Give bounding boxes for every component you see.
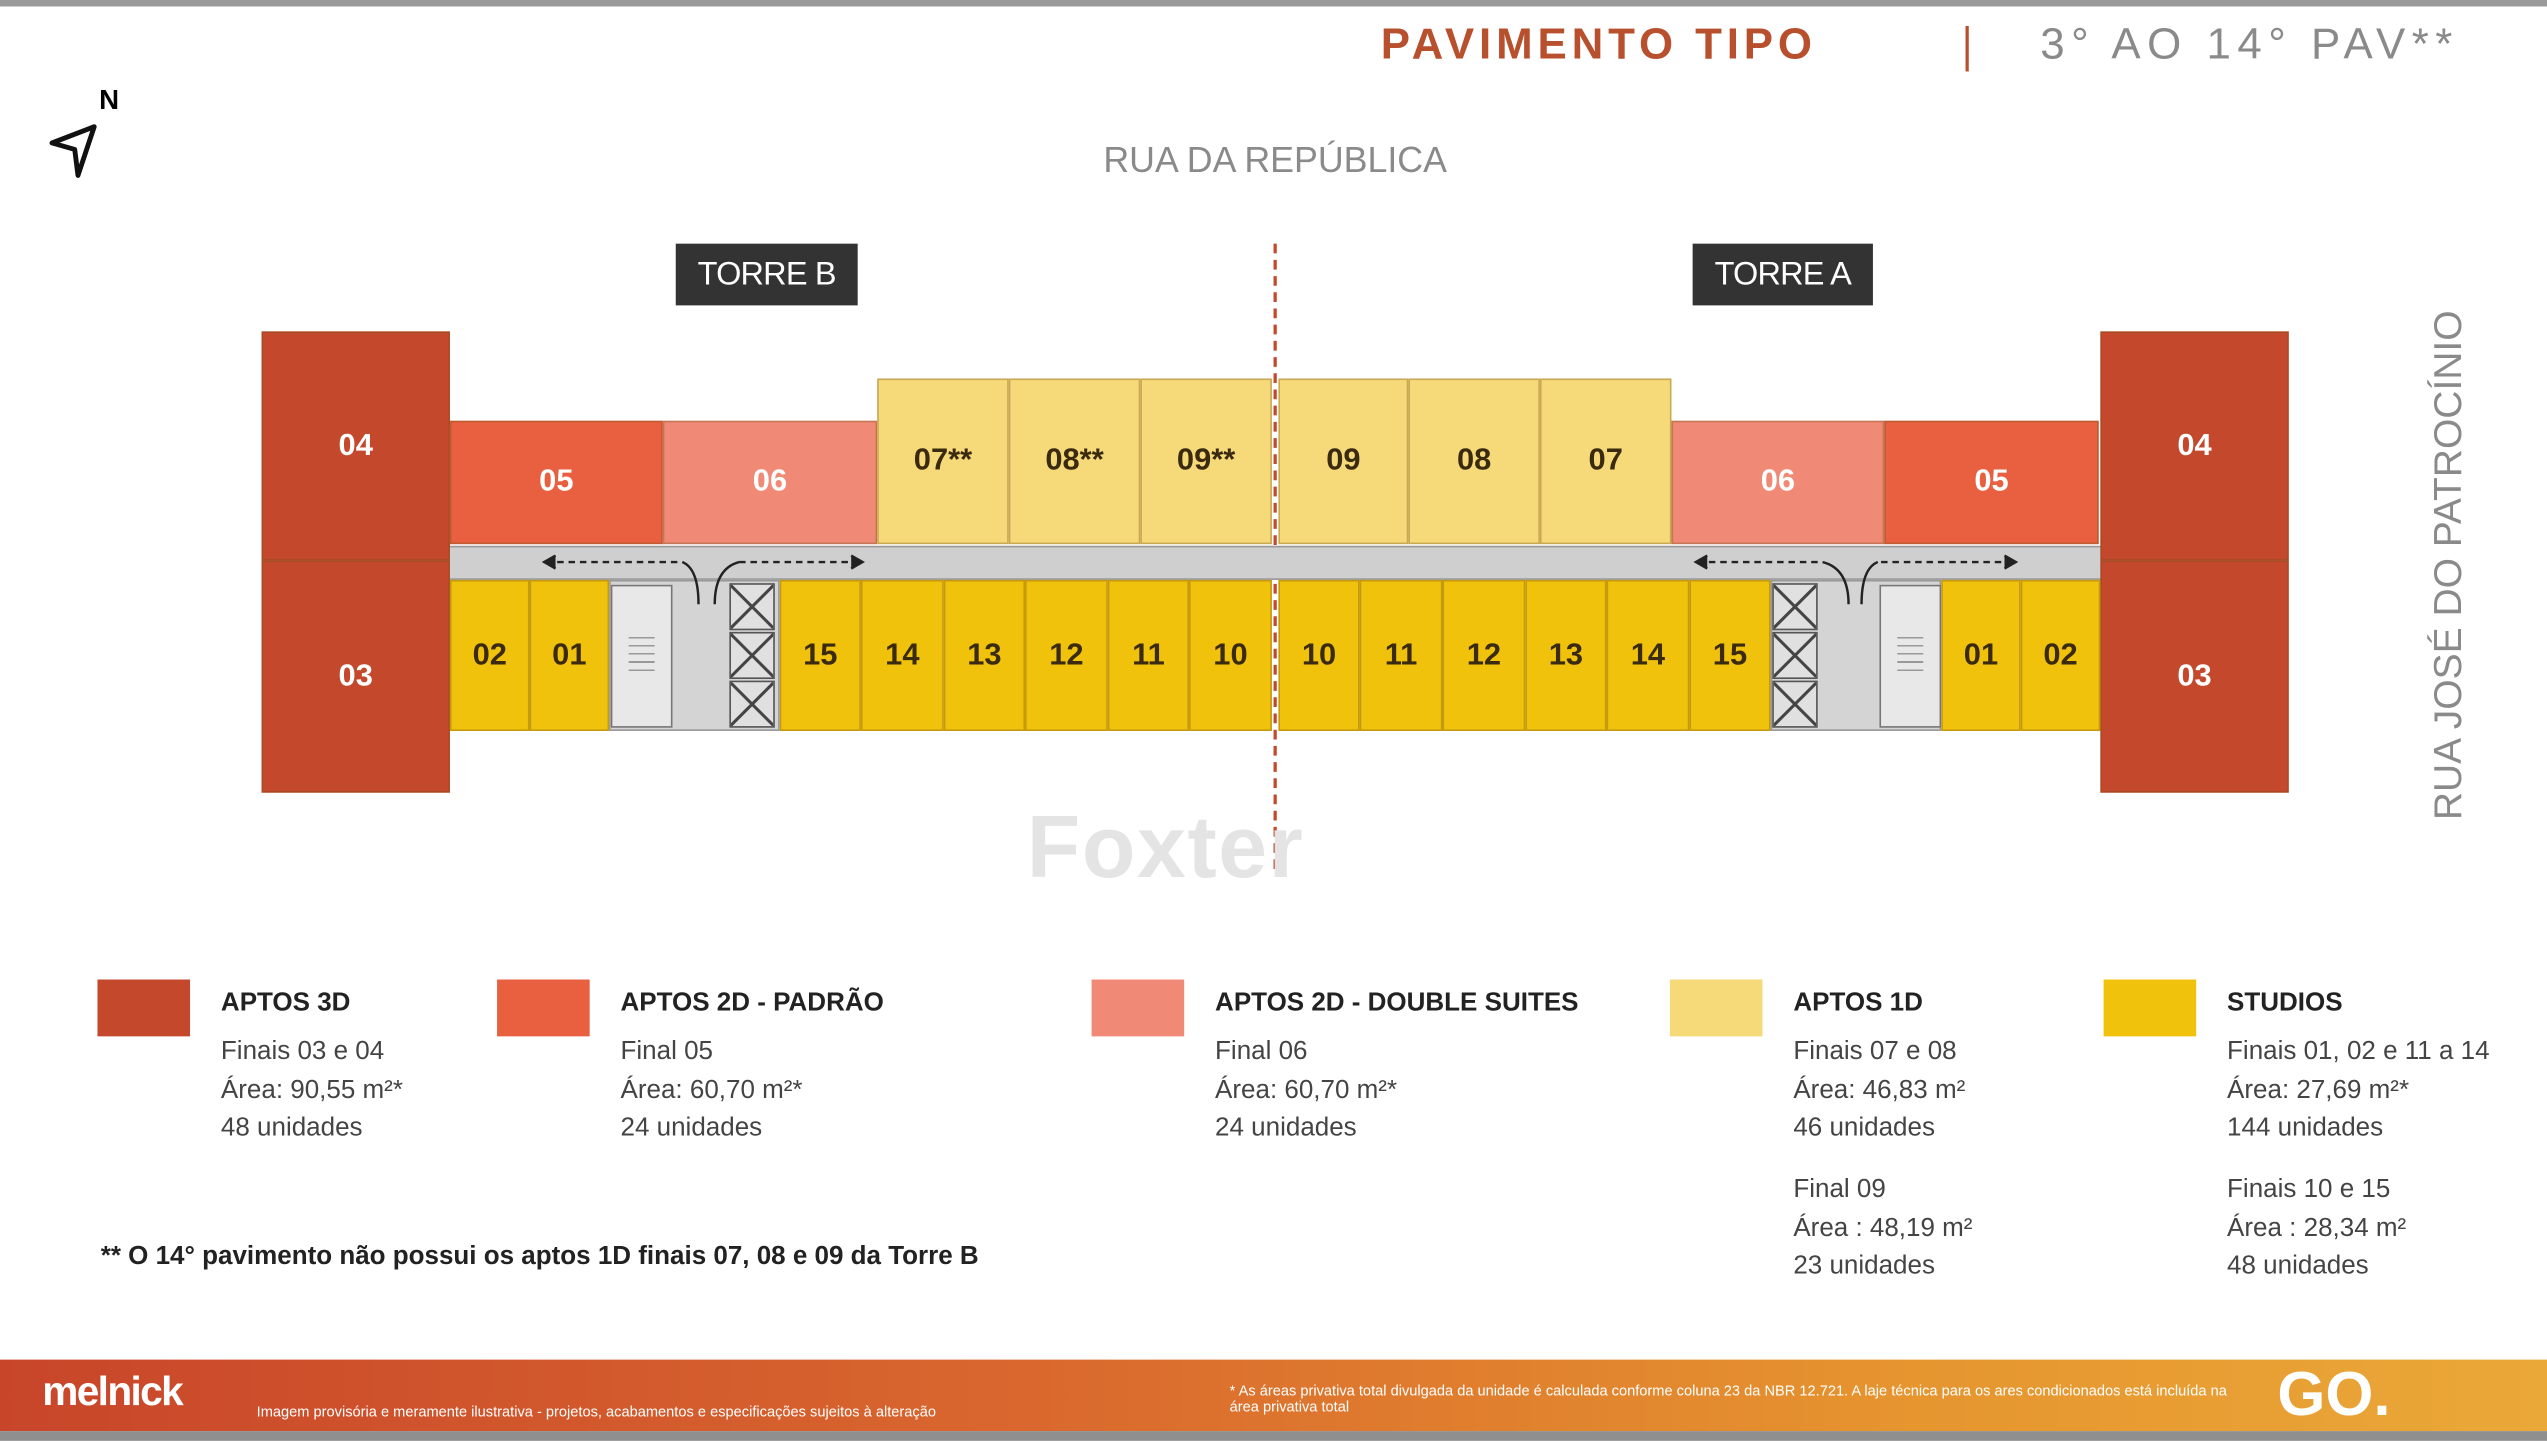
north-label: N [99,84,120,116]
unit-torre-a-bottom-11: 11 [1359,579,1443,731]
top-bar [0,0,2547,7]
elevator-icon [729,631,775,679]
melnick-logo: melnick [42,1369,184,1415]
unit-torre-b-top-05: 05 [449,420,663,545]
legend-detail: 23 unidades [1793,1252,1935,1281]
unit-torre-b-bottom-13: 13 [943,579,1025,731]
stair-icon [1879,584,1942,728]
unit-torre-b-bottom-01: 01 [529,579,610,731]
go-logo: GO. [2277,1361,2391,1430]
legend-swatch [1669,979,1763,1037]
legend-detail: 24 unidades [1215,1114,1357,1142]
elevator-icon [1772,680,1818,728]
unit-torre-a-top-04: 04 [2100,331,2289,561]
unit-torre-a-top-08: 08 [1408,378,1540,545]
elevator-icon [1772,631,1818,679]
legend-detail: Área: 60,70 m²* [1215,1076,1398,1104]
compass: N [45,84,142,181]
watermark: Foxter [1026,799,1305,897]
unit-torre-b-top-08: 08** [1008,378,1141,545]
north-arrow-icon [49,124,97,178]
legend-detail: Finais 07 e 08 [1793,1037,1957,1066]
torre-b-label: TORRE B [675,243,858,306]
unit-torre-b-bottom-10: 10 [1189,579,1272,731]
legend-detail: Final 06 [1215,1037,1308,1066]
legend-detail: 48 unidades [2227,1252,2369,1281]
unit-torre-a-bottom-10: 10 [1278,579,1360,731]
legend-detail: Área: 46,83 m² [1793,1076,1966,1104]
unit-torre-a-top-07: 07 [1539,378,1672,545]
torre-a-label: TORRE A [1692,243,1873,306]
legend-detail: Área: 60,70 m²* [620,1076,803,1104]
unit-torre-b-bottom-15: 15 [779,579,861,731]
unit-torre-b-top-07: 07** [877,378,1009,545]
stair-icon [610,584,673,728]
footer-bottom-bar [0,1431,2547,1441]
page-subtitle: 3° AO 14° PAV** [2040,19,2459,69]
unit-torre-a-top-06: 06 [1671,420,1885,545]
legend-detail: Finais 01, 02 e 11 a 14 [2227,1037,2490,1066]
unit-torre-b-bottom-02: 02 [449,579,530,731]
footer-disclaimer: Imagem provisória e meramente ilustrativ… [256,1403,936,1420]
legend-detail: Área: 90,55 m²* [220,1076,403,1104]
elevator-icon [729,680,775,728]
unit-torre-b-top-04: 04 [261,331,450,561]
legend-detail: Final 09 [1793,1176,1886,1204]
unit-torre-b-bottom-12: 12 [1024,579,1108,731]
unit-torre-a-bottom-03: 03 [2100,560,2289,793]
unit-torre-b-bottom-14: 14 [860,579,944,731]
elevator-icon [1772,583,1818,631]
legend-title: APTOS 3D [220,989,351,1017]
title-separator [1965,25,1969,72]
unit-torre-a-bottom-02: 02 [2020,579,2101,731]
legend-swatch [497,979,590,1037]
unit-torre-b-bottom-03: 03 [261,560,450,793]
legend-detail: 48 unidades [220,1114,363,1142]
legend-title: STUDIOS [2227,989,2343,1017]
legend-detail: 46 unidades [1793,1114,1935,1142]
legend-swatch [97,979,191,1037]
legend-detail: Finais 03 e 04 [220,1037,385,1066]
legend-detail: Finais 10 e 15 [2227,1176,2391,1204]
unit-torre-a-top-05: 05 [1884,420,2099,545]
unit-torre-b-bottom-11: 11 [1107,579,1190,731]
unit-torre-a-bottom-13: 13 [1525,579,1607,731]
legend-detail: Final 05 [620,1037,713,1066]
footnote: ** O 14° pavimento não possui os aptos 1… [100,1242,979,1271]
legend-detail: 24 unidades [620,1114,763,1142]
footer-band [0,1359,2547,1432]
elevator-icon [729,583,775,631]
legend-title: APTOS 1D [1793,989,1923,1017]
legend-title: APTOS 2D - PADRÃO [620,989,884,1017]
page-title: PAVIMENTO TIPO [1380,19,1817,69]
unit-torre-a-top-09: 09 [1278,378,1409,545]
legend-detail: Área : 48,19 m² [1793,1214,1973,1242]
legend-detail: 144 unidades [2227,1114,2384,1142]
unit-torre-a-bottom-01: 01 [1941,579,2021,731]
legend-detail: Área : 28,34 m² [2227,1214,2407,1242]
unit-torre-a-bottom-15: 15 [1689,579,1771,731]
corridor [419,545,2132,580]
unit-torre-b-top-09: 09** [1140,378,1272,545]
legend-detail: Área: 27,69 m²* [2227,1076,2410,1104]
unit-torre-a-bottom-12: 12 [1442,579,1526,731]
footer-area-note: * As áreas privativa total divulgada da … [1229,1382,2227,1415]
circulation-arrows [541,554,2019,605]
legend-title: APTOS 2D - DOUBLE SUITES [1215,989,1579,1017]
legend-swatch [1091,979,1185,1037]
unit-torre-a-bottom-14: 14 [1606,579,1690,731]
legend-swatch [2103,979,2197,1037]
unit-torre-b-top-06: 06 [662,420,878,545]
street-top-label: RUA DA REPÚBLICA [1103,139,1447,181]
